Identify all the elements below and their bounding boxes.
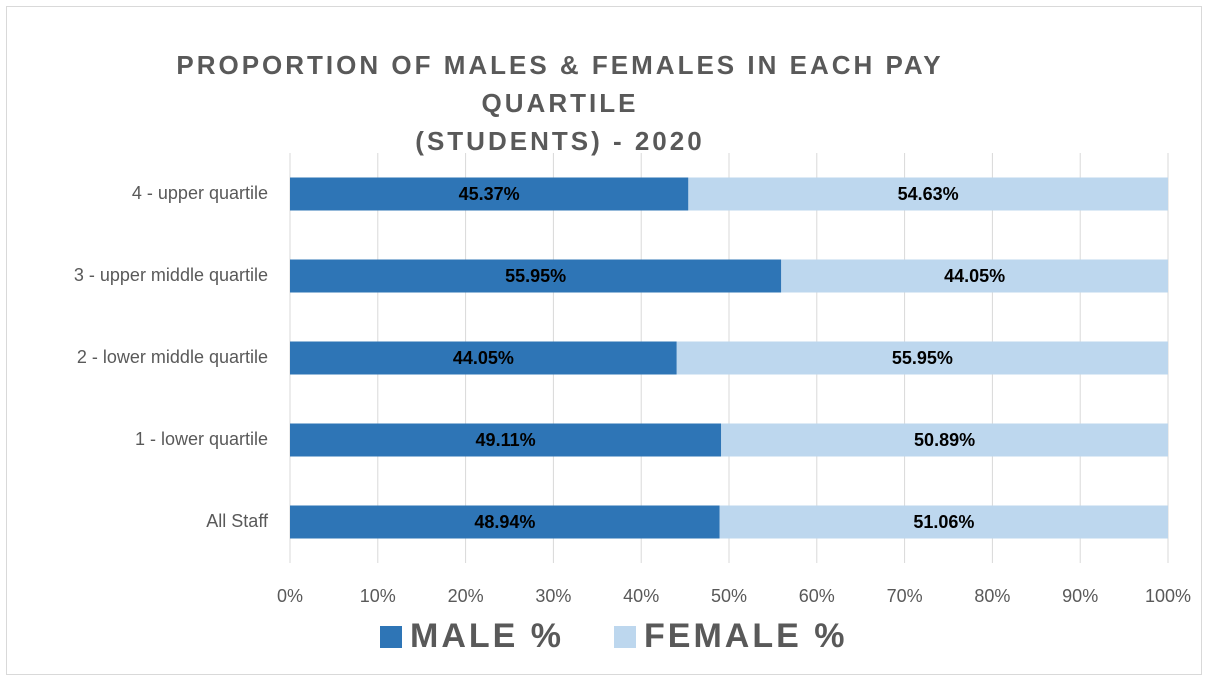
x-tick-label: 80% (974, 586, 1010, 606)
y-tick-label: 2 - lower middle quartile (77, 347, 268, 367)
bar-segment (781, 259, 1168, 293)
data-label: 44.05% (944, 266, 1005, 286)
x-tick-label: 0% (277, 586, 303, 606)
y-tick-label: 3 - upper middle quartile (74, 265, 268, 285)
data-label: 50.89% (914, 430, 975, 450)
x-tick-label: 40% (623, 586, 659, 606)
x-tick-label: 100% (1145, 586, 1191, 606)
data-label: 44.05% (453, 348, 514, 368)
x-tick-label: 20% (448, 586, 484, 606)
bar-segment (290, 423, 722, 457)
legend-label: FEMALE % (644, 617, 847, 655)
y-tick-label: 1 - lower quartile (135, 429, 268, 449)
data-label: 55.95% (505, 266, 566, 286)
bar-segment (676, 341, 1168, 375)
y-tick-label: 4 - upper quartile (132, 183, 268, 203)
bar-segment (290, 505, 720, 539)
bar-segment (719, 505, 1168, 539)
x-tick-label: 70% (887, 586, 923, 606)
chart-title: (STUDENTS) - 2020 (415, 126, 704, 156)
data-label: 51.06% (913, 512, 974, 532)
x-tick-label: 90% (1062, 586, 1098, 606)
bar-segment (721, 423, 1168, 457)
data-label: 55.95% (892, 348, 953, 368)
data-label: 49.11% (476, 430, 536, 450)
data-label: 45.37% (459, 184, 520, 204)
x-tick-label: 30% (535, 586, 571, 606)
data-label: 48.94% (474, 512, 535, 532)
legend-swatch (614, 626, 636, 648)
x-tick-label: 60% (799, 586, 835, 606)
legend-swatch (380, 626, 402, 648)
bar-segment (688, 177, 1168, 211)
legend-label: MALE % (410, 617, 564, 655)
chart-title: PROPORTION OF MALES & FEMALES IN EACH PA… (176, 50, 943, 80)
x-tick-label: 10% (360, 586, 396, 606)
bar-segment (290, 341, 677, 375)
bar-segment (290, 259, 782, 293)
bar-segment (290, 177, 689, 211)
chart-border (6, 6, 1202, 675)
data-label: 54.63% (898, 184, 959, 204)
x-tick-label: 50% (711, 586, 747, 606)
y-tick-label: All Staff (206, 511, 269, 531)
chart-title: QUARTILE (482, 88, 639, 118)
